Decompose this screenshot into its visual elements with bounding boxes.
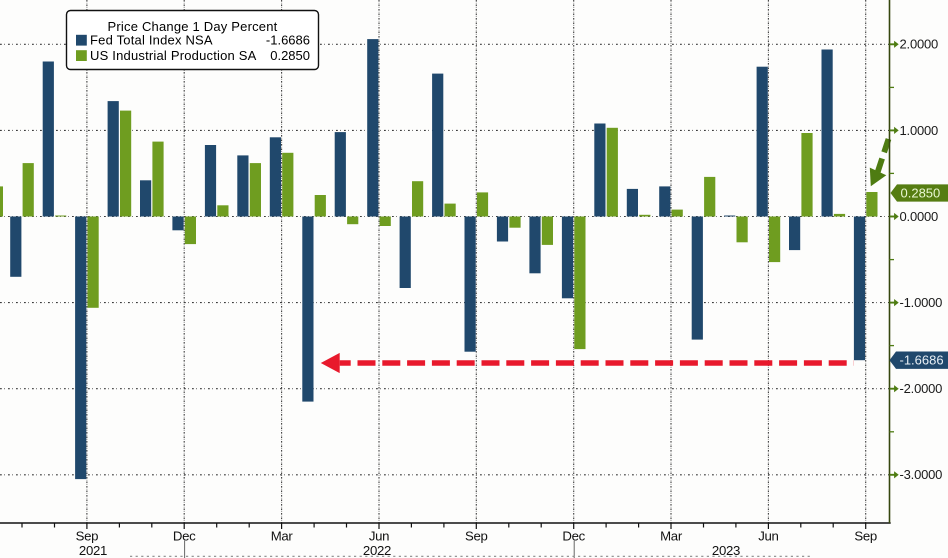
svg-text:Jun: Jun bbox=[369, 528, 389, 543]
svg-text:2.0000: 2.0000 bbox=[900, 37, 939, 52]
svg-text:0.0000: 0.0000 bbox=[900, 209, 939, 224]
svg-text:Sep: Sep bbox=[465, 528, 488, 543]
svg-text:-1.6686: -1.6686 bbox=[266, 32, 310, 47]
svg-text:Mar: Mar bbox=[660, 528, 683, 543]
svg-text:Fed Total Index NSA: Fed Total Index NSA bbox=[90, 32, 213, 47]
svg-text:-2.0000: -2.0000 bbox=[900, 381, 943, 396]
svg-text:Dec: Dec bbox=[173, 528, 196, 543]
svg-text:Jun: Jun bbox=[758, 528, 778, 543]
svg-text:-1.0000: -1.0000 bbox=[900, 295, 943, 310]
svg-text:Dec: Dec bbox=[562, 528, 585, 543]
svg-text:2021: 2021 bbox=[79, 543, 107, 558]
svg-text:-1.6686: -1.6686 bbox=[900, 353, 944, 368]
svg-text:Sep: Sep bbox=[854, 528, 877, 543]
svg-text:-3.0000: -3.0000 bbox=[900, 467, 943, 482]
svg-text:1.0000: 1.0000 bbox=[900, 123, 939, 138]
svg-text:0.2850: 0.2850 bbox=[901, 186, 941, 201]
svg-text:2023: 2023 bbox=[712, 543, 740, 558]
svg-text:Price Change 1 Day Percent: Price Change 1 Day Percent bbox=[108, 19, 278, 34]
svg-text:US Industrial Production SA: US Industrial Production SA bbox=[90, 48, 257, 63]
svg-text:2022: 2022 bbox=[363, 543, 391, 558]
svg-text:0.2850: 0.2850 bbox=[270, 48, 310, 63]
svg-text:Sep: Sep bbox=[76, 528, 99, 543]
svg-text:Mar: Mar bbox=[271, 528, 294, 543]
